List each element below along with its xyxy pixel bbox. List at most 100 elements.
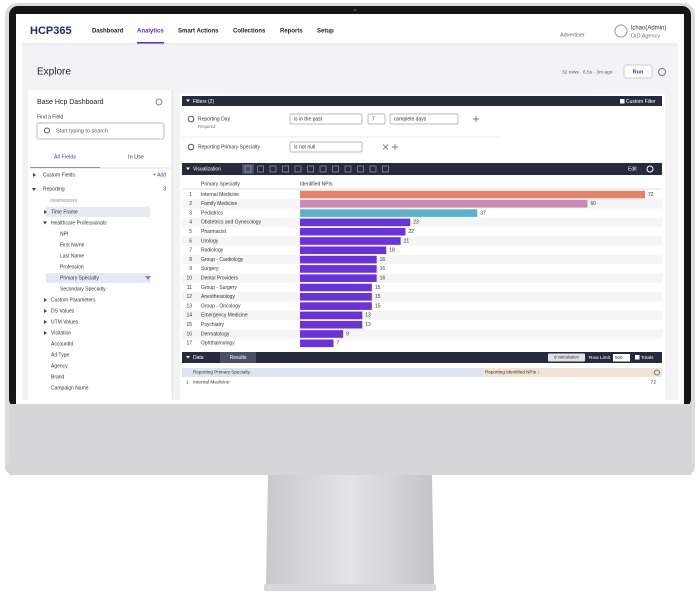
bar xyxy=(300,246,387,255)
filter-unit[interactable]: complete days xyxy=(394,116,427,122)
viz-title[interactable]: Visualization xyxy=(193,166,221,172)
filter-operator[interactable]: is in the past xyxy=(294,116,323,122)
category: Radiology xyxy=(201,248,224,254)
row-number: 1 xyxy=(186,379,189,385)
chin-bottom xyxy=(5,460,695,475)
plus-icon[interactable] xyxy=(473,116,479,122)
run-label[interactable]: Run xyxy=(633,69,644,75)
field[interactable]: Ad Type xyxy=(51,352,69,358)
field[interactable]: Brand xyxy=(51,374,65,380)
viz-type-active[interactable] xyxy=(242,164,254,174)
filters-title[interactable]: Filters (2) xyxy=(193,99,214,105)
viz-type-icon[interactable] xyxy=(269,165,277,173)
field[interactable]: Primary Specialty xyxy=(60,275,99,281)
settings-icon[interactable] xyxy=(658,68,666,76)
field[interactable]: First Name xyxy=(60,242,85,248)
row-number: 6 xyxy=(189,238,192,244)
select[interactable] xyxy=(289,113,363,125)
tab[interactable]: In Use xyxy=(128,154,144,160)
advertiser-select[interactable]: Advertiser xyxy=(560,32,585,38)
results-tab-label[interactable]: Results xyxy=(230,355,247,361)
field[interactable]: AccountId xyxy=(51,341,73,347)
edit-button[interactable]: Edit xyxy=(628,166,637,172)
arrow xyxy=(186,356,190,359)
field[interactable]: Custom Parameters xyxy=(51,297,96,303)
viz-type-icon[interactable] xyxy=(282,165,289,173)
data-bar xyxy=(182,352,662,363)
field[interactable]: Agency xyxy=(51,363,68,369)
calc-badge xyxy=(548,353,585,362)
arrow xyxy=(44,210,47,214)
avatar[interactable] xyxy=(614,24,628,38)
field-highlight xyxy=(46,207,150,217)
field[interactable]: DS Values xyxy=(51,308,75,314)
viz-type-icon[interactable] xyxy=(357,165,364,173)
field[interactable]: Healthcare Professionals xyxy=(51,220,107,226)
nav-item[interactable]: Smart Actions xyxy=(178,29,219,35)
arrow xyxy=(32,188,36,191)
col-head xyxy=(182,368,482,377)
category: Urology xyxy=(201,238,219,244)
filter-operator[interactable]: is not null xyxy=(294,144,315,150)
bar xyxy=(300,227,406,236)
cell: Internal Medicine xyxy=(193,379,230,385)
custom-filter[interactable]: Custom Filter xyxy=(626,99,656,105)
gear-icon[interactable] xyxy=(646,165,654,173)
viz-type-icon[interactable] xyxy=(344,165,352,173)
arrow xyxy=(33,173,36,177)
input[interactable] xyxy=(367,113,386,125)
field[interactable]: Secondary Specialty xyxy=(60,286,106,292)
viz-type-icon[interactable] xyxy=(244,165,252,173)
field[interactable]: Campaign Name xyxy=(51,385,89,391)
viz-type-icon[interactable] xyxy=(332,165,339,173)
add-button[interactable]: + Add xyxy=(153,172,166,178)
logo: HCP365 xyxy=(30,25,72,37)
tab[interactable]: All Fields xyxy=(54,154,77,160)
remove-icon[interactable] xyxy=(382,144,389,150)
search-box[interactable] xyxy=(36,122,165,140)
select[interactable] xyxy=(389,113,459,125)
category: Anesthesiology xyxy=(201,294,235,300)
row-limit-input[interactable] xyxy=(613,354,630,362)
nav-item[interactable]: Dashboard xyxy=(92,29,124,35)
row-number: 17 xyxy=(186,341,192,347)
nav-item[interactable]: Collections xyxy=(233,29,266,35)
value-label: 21 xyxy=(404,238,410,244)
viz-type-icon[interactable] xyxy=(382,165,389,173)
viz-type-icon[interactable] xyxy=(257,165,264,173)
field[interactable]: Last Name xyxy=(60,253,84,259)
checkbox[interactable] xyxy=(635,355,640,360)
field[interactable]: Profession xyxy=(60,264,84,270)
filter-value[interactable]: 7 xyxy=(372,116,375,122)
nav-item[interactable]: Analytics xyxy=(137,29,164,35)
data-title[interactable]: Data xyxy=(193,355,204,361)
gear-icon[interactable] xyxy=(654,369,660,376)
custom-fields[interactable]: Custom Fields xyxy=(43,172,75,178)
viz-type-icon[interactable] xyxy=(369,165,377,173)
run-button[interactable] xyxy=(623,64,653,79)
nav-item[interactable]: Reports xyxy=(280,29,303,35)
viz-type-icon[interactable] xyxy=(294,165,302,173)
value-label: 15 xyxy=(375,285,381,291)
row-number: 12 xyxy=(186,294,192,300)
arrow xyxy=(44,298,47,302)
row-band xyxy=(182,292,662,302)
field[interactable]: Time Frame xyxy=(51,209,78,215)
col-head xyxy=(482,368,662,377)
results-tab[interactable] xyxy=(220,352,256,363)
main-panel xyxy=(180,94,665,400)
category: Pediatrics xyxy=(201,210,223,216)
calc-label[interactable]: d calculation xyxy=(554,355,580,360)
field[interactable]: Visitation xyxy=(51,330,71,336)
field[interactable]: UTM Values xyxy=(51,319,79,325)
group[interactable]: Reporting xyxy=(43,186,65,192)
viz-type-icon[interactable] xyxy=(307,165,314,173)
cell: 72 xyxy=(651,379,657,385)
viz-type-icon[interactable] xyxy=(319,165,327,173)
row-limit: 500 xyxy=(615,355,623,360)
nav-item[interactable]: Setup xyxy=(317,29,334,35)
field[interactable]: NPI xyxy=(60,231,68,237)
select[interactable] xyxy=(289,141,363,153)
plus-icon[interactable] xyxy=(392,144,398,150)
